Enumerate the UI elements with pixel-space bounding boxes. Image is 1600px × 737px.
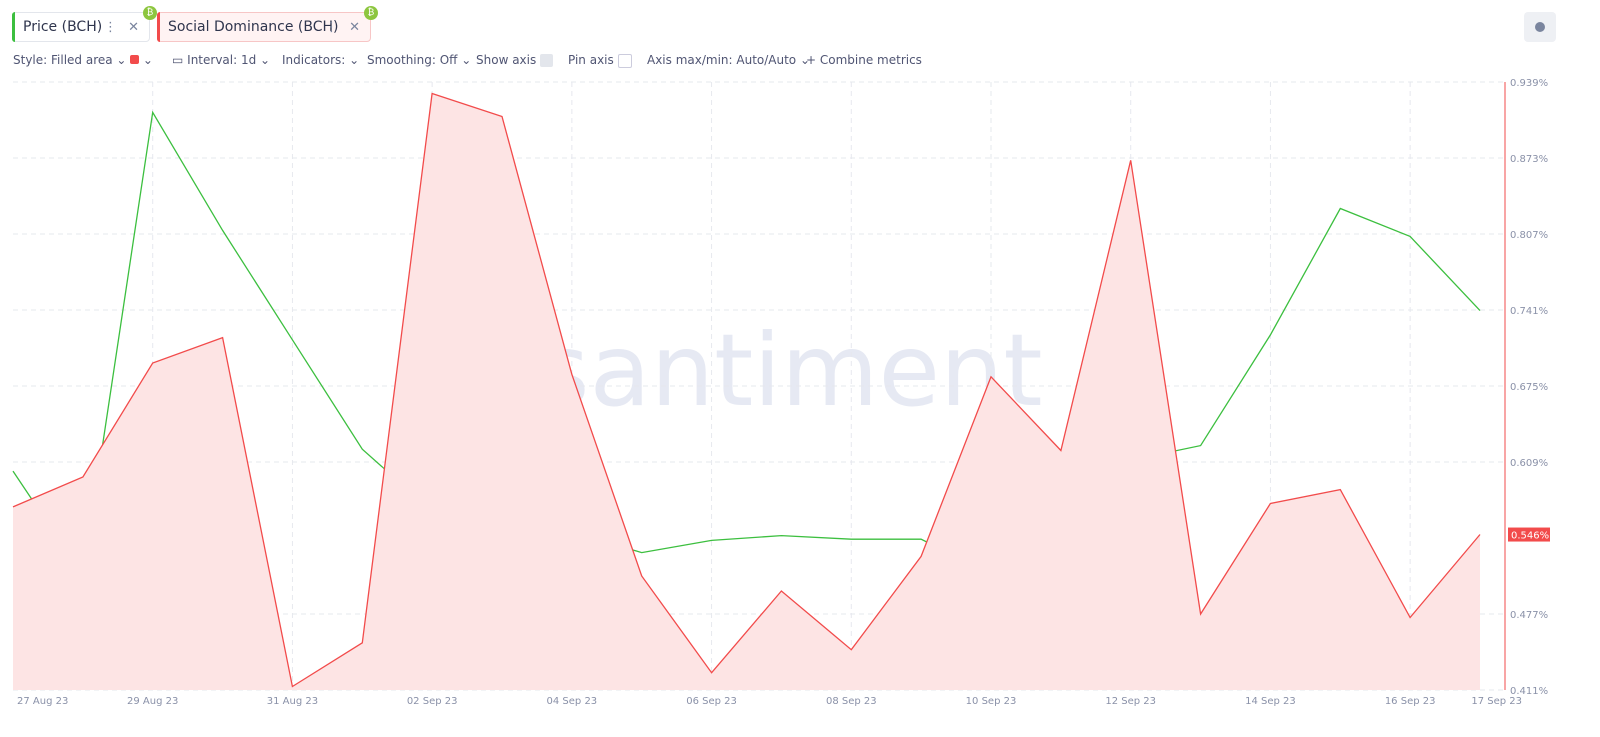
- label: Pin axis: [568, 53, 614, 67]
- close-icon[interactable]: ✕: [128, 19, 139, 35]
- label: Interval: 1d: [187, 53, 257, 67]
- swatch: [130, 55, 139, 64]
- label: Smoothing: Off: [367, 53, 458, 67]
- y-tick-label: 0.411%: [1510, 686, 1548, 697]
- checkbox[interactable]: [617, 53, 632, 68]
- indicators-dropdown[interactable]: Indicators: ⌄: [282, 53, 360, 67]
- tab-color: [12, 12, 15, 42]
- y-tick-label: 0.741%: [1510, 306, 1548, 317]
- x-tick-label: 16 Sep 23: [1385, 696, 1436, 707]
- interval-dropdown[interactable]: ▭ Interval: 1d ⌄: [172, 53, 271, 67]
- close-icon[interactable]: ✕: [349, 19, 360, 35]
- x-tick-label: 12 Sep 23: [1105, 696, 1156, 707]
- label: Combine metrics: [819, 53, 922, 67]
- tab-label: Social Dominance (BCH): [168, 19, 339, 35]
- y-tick-label: 0.609%: [1510, 458, 1548, 469]
- x-tick-label: 27 Aug 23: [17, 696, 68, 707]
- x-tick-label: 08 Sep 23: [826, 696, 877, 707]
- value-label: 0.546%: [1511, 531, 1549, 542]
- area: [13, 93, 1480, 690]
- watermark: santiment: [537, 312, 1042, 429]
- y-tick-label: 0.939%: [1510, 78, 1548, 89]
- label: Style: Filled area: [13, 53, 113, 67]
- y-tick-label: 0.873%: [1510, 154, 1548, 165]
- style-dropdown[interactable]: Style: Filled area ⌄: [13, 53, 127, 67]
- checkbox[interactable]: [540, 54, 554, 67]
- axis-range-dropdown[interactable]: Axis max/min: Auto/Auto ⌄: [647, 53, 811, 67]
- coin-badge: ₿: [364, 6, 378, 20]
- show-axis-toggle[interactable]: Show axis: [476, 53, 554, 67]
- x-tick-label: 17 Sep 23: [1471, 696, 1522, 707]
- line: [12, 92, 1481, 688]
- x-tick-label: 06 Sep 23: [686, 696, 737, 707]
- value-label-bg: [1508, 527, 1550, 542]
- tab-label: Price (BCH): [23, 19, 103, 35]
- x-tick-label: 02 Sep 23: [407, 696, 458, 707]
- combine-button[interactable]: + Combine metrics: [806, 53, 922, 67]
- smoothing-dropdown[interactable]: Smoothing: Off ⌄: [367, 53, 472, 67]
- metric-tab[interactable]: Social Dominance (BCH) ⋮ ✕ ₿: [157, 6, 378, 42]
- pin-axis-toggle[interactable]: Pin axis: [568, 53, 632, 68]
- label: Show axis: [476, 53, 537, 67]
- color-dropdown[interactable]: ⌄: [130, 53, 153, 67]
- menu-icon[interactable]: ⋮: [104, 19, 117, 35]
- y-tick-label: 0.807%: [1510, 230, 1548, 241]
- x-tick-label: 14 Sep 23: [1245, 696, 1296, 707]
- metric-tab[interactable]: Price (BCH) ⋮ ✕ ₿: [12, 6, 157, 42]
- settings-button[interactable]: [1524, 12, 1556, 42]
- x-tick-label: 29 Aug 23: [127, 696, 178, 707]
- label: Axis max/min: Auto/Auto: [647, 53, 797, 67]
- line: [12, 110, 1481, 666]
- icon: [1535, 22, 1545, 32]
- tab-color: [157, 12, 160, 42]
- x-tick-label: 10 Sep 23: [966, 696, 1017, 707]
- x-tick-label: 31 Aug 23: [267, 696, 318, 707]
- x-tick-label: 04 Sep 23: [547, 696, 598, 707]
- menu-icon[interactable]: ⋮: [325, 19, 338, 35]
- y-tick-label: 0.477%: [1510, 610, 1548, 621]
- label: Indicators:: [282, 53, 346, 67]
- y-tick-label: 0.675%: [1510, 382, 1548, 393]
- coin-badge: ₿: [143, 6, 157, 20]
